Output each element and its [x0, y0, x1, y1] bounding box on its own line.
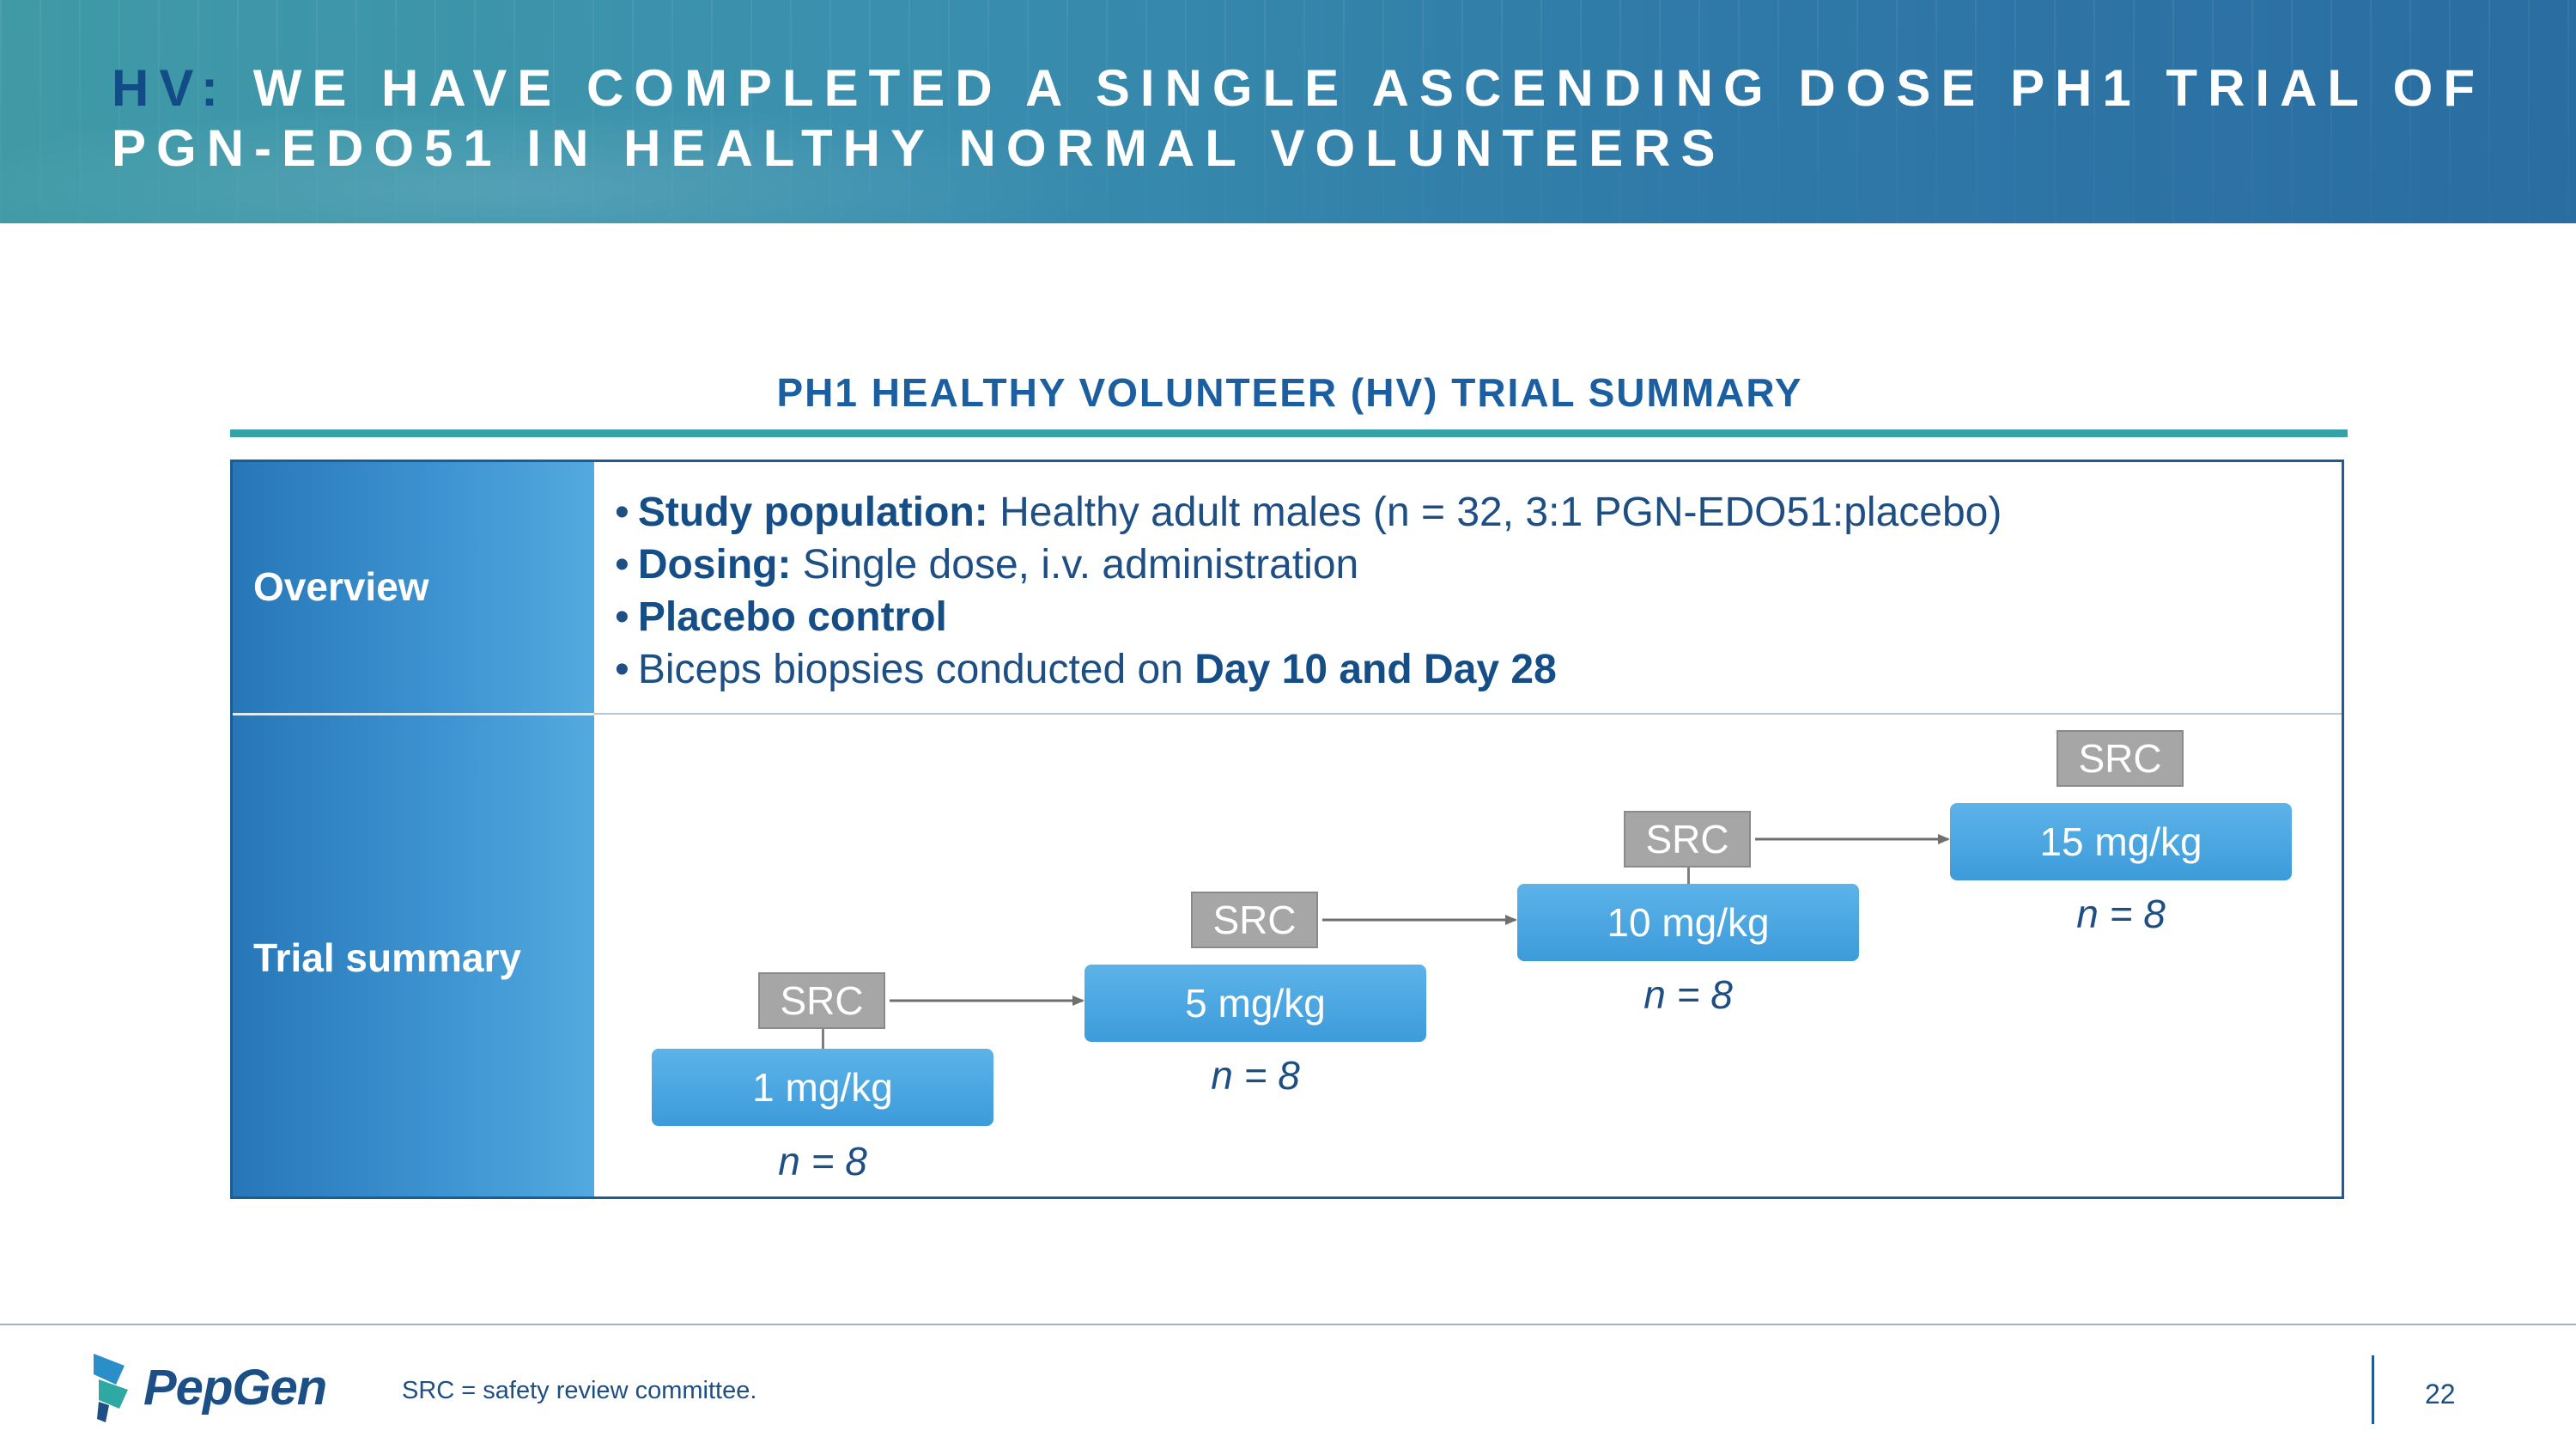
- section-heading: PH1 HEALTHY VOLUNTEER (HV) TRIAL SUMMARY: [776, 370, 1803, 415]
- table-label-column: Overview Trial summary: [233, 462, 594, 1196]
- dose-box-10-mg-kg: 10 mg/kg: [1517, 884, 1859, 961]
- overview-item-bold: Placebo control: [637, 594, 947, 640]
- n-label: n = 8: [778, 1139, 867, 1184]
- overview-item-bold: Day 10 and Day 28: [1194, 647, 1557, 692]
- bullet: •: [615, 490, 629, 535]
- list-item: • Placebo control: [615, 591, 2002, 643]
- footer-rule: [0, 1324, 2576, 1325]
- page-number-separator: [2372, 1355, 2374, 1424]
- overview-item-text: Biceps biopsies conducted on: [637, 647, 1195, 692]
- bullet: •: [615, 542, 629, 588]
- dose-box-5-mg-kg: 5 mg/kg: [1084, 965, 1426, 1042]
- slide-title-text: WE HAVE COMPLETED A SINGLE ASCENDING DOS…: [112, 59, 2485, 177]
- overview-item-text: Healthy adult males (n = 32, 3:1 PGN-EDO…: [987, 490, 2002, 535]
- src-box: SRC: [1191, 892, 1318, 948]
- list-item: • Biceps biopsies conducted on Day 10 and…: [615, 643, 2002, 696]
- src-box: SRC: [758, 972, 885, 1029]
- overview-item-bold: Study population:: [637, 490, 988, 535]
- overview-item-text: Single dose, i.v. administration: [791, 542, 1359, 588]
- src-box: SRC: [2057, 730, 2184, 787]
- pepgen-logo: PepGen: [90, 1350, 327, 1424]
- page-number: 22: [2425, 1379, 2456, 1409]
- n-label: n = 8: [1211, 1053, 1300, 1098]
- diagram-arrows: [890, 834, 1950, 1006]
- overview-list: • Study population: Healthy adult males (…: [615, 486, 2002, 696]
- bullet: •: [615, 647, 629, 692]
- connector-stem: [822, 1027, 824, 1049]
- banner-glow: [0, 103, 1116, 223]
- label-row-divider: [233, 713, 594, 715]
- trial-summary-row-label: Trial summary: [253, 935, 521, 980]
- header-banner: HV: WE HAVE COMPLETED A SINGLE ASCENDING…: [0, 0, 2576, 223]
- pepgen-logo-text: PepGen: [143, 1359, 327, 1416]
- pepgen-logo-icon: [94, 1354, 128, 1422]
- row-separator: [594, 713, 2342, 715]
- overview-row-label: Overview: [253, 564, 429, 609]
- banner-texture: [0, 0, 2576, 223]
- heading-underline: [230, 429, 2348, 437]
- n-label: n = 8: [1643, 972, 1733, 1017]
- trial-summary-table: Overview Trial summary • Study population…: [230, 460, 2344, 1199]
- overview-item-bold: Dosing:: [637, 542, 792, 588]
- list-item: • Study population: Healthy adult males (…: [615, 486, 2002, 539]
- src-box: SRC: [1624, 811, 1751, 868]
- dose-box-15-mg-kg: 15 mg/kg: [1950, 803, 2292, 880]
- n-label: n = 8: [2076, 892, 2166, 936]
- bullet: •: [615, 594, 629, 640]
- footnote: SRC = safety review committee.: [402, 1377, 757, 1404]
- list-item: • Dosing: Single dose, i.v. administratio…: [615, 539, 2002, 591]
- dose-box-1-mg-kg: 1 mg/kg: [652, 1049, 993, 1126]
- connector-stem: [1687, 866, 1690, 885]
- slide-title: HV: WE HAVE COMPLETED A SINGLE ASCENDING…: [112, 58, 2516, 179]
- slide-title-prefix: HV:: [112, 59, 229, 117]
